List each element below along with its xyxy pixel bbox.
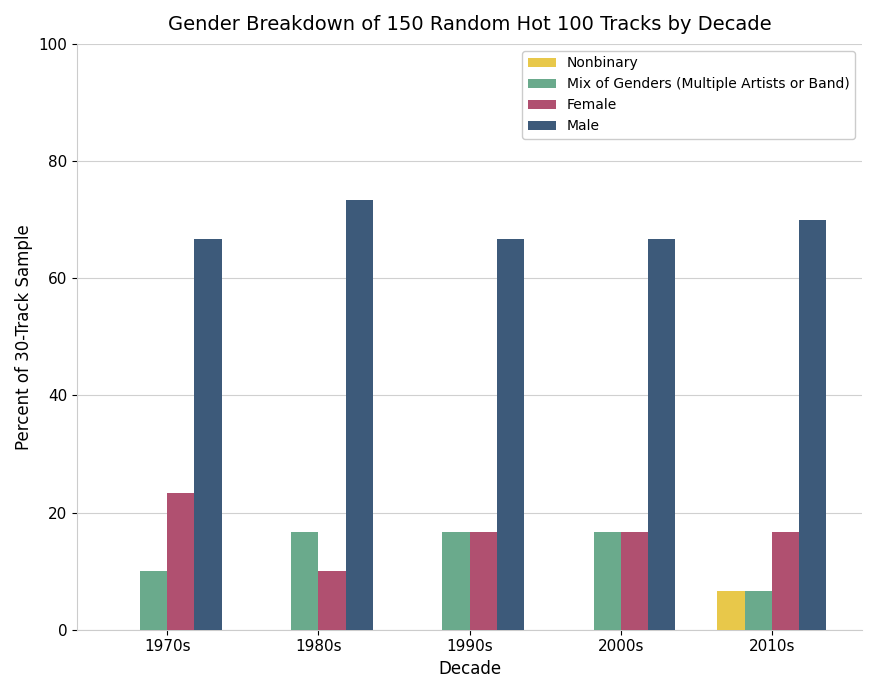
Bar [168,493,195,630]
Bar [469,532,496,630]
Bar [346,200,373,630]
Bar [140,571,168,630]
Bar [496,239,524,630]
Bar [799,220,826,630]
X-axis label: Decade: Decade [438,660,501,678]
Y-axis label: Percent of 30-Track Sample: Percent of 30-Track Sample [15,224,33,450]
Bar [772,532,799,630]
Bar [318,571,346,630]
Bar [745,590,772,630]
Bar [621,532,648,630]
Bar [594,532,621,630]
Bar [195,239,222,630]
Title: Gender Breakdown of 150 Random Hot 100 Tracks by Decade: Gender Breakdown of 150 Random Hot 100 T… [168,15,772,34]
Bar [717,590,745,630]
Bar [648,239,675,630]
Legend: Nonbinary, Mix of Genders (Multiple Artists or Band), Female, Male: Nonbinary, Mix of Genders (Multiple Arti… [523,51,855,139]
Bar [291,532,318,630]
Bar [442,532,469,630]
